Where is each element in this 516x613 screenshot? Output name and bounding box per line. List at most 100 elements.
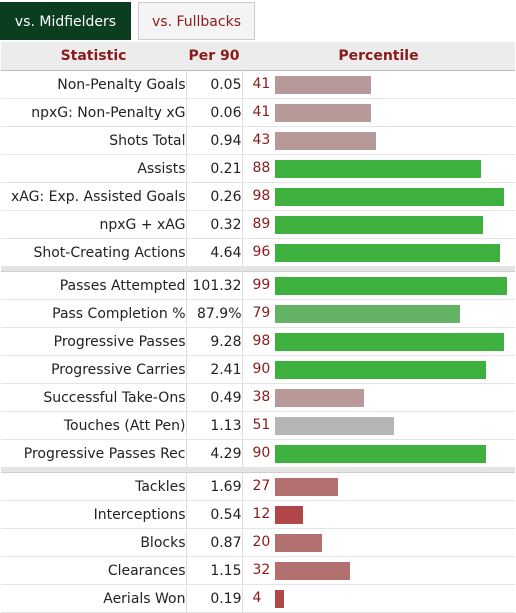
percentile-bar bbox=[274, 277, 507, 295]
table-row: Shot-Creating Actions 4.64 96 bbox=[1, 238, 515, 267]
per90-value: 0.19 bbox=[186, 584, 243, 613]
percentile-bar bbox=[274, 478, 338, 496]
stat-name: xAG: Exp. Assisted Goals bbox=[1, 182, 187, 211]
percentile-value: 79 bbox=[252, 305, 271, 321]
percentile-bar bbox=[274, 305, 460, 323]
percentile-bar bbox=[274, 76, 371, 94]
percentile-bar bbox=[274, 104, 371, 122]
percentile-cell: 20 bbox=[242, 528, 515, 557]
percentile-bar bbox=[274, 389, 364, 407]
per90-value: 0.54 bbox=[186, 500, 243, 529]
group-separator-cell bbox=[1, 467, 515, 473]
percentile-bar bbox=[274, 417, 394, 435]
stat-name: npxG + xAG bbox=[1, 210, 187, 239]
stat-name: Blocks bbox=[1, 528, 187, 557]
tab-vs-fullbacks[interactable]: vs. Fullbacks bbox=[138, 2, 255, 40]
tab-vs-midfielders[interactable]: vs. Midfielders bbox=[0, 2, 131, 40]
percentile-cell: 41 bbox=[242, 70, 515, 99]
percentile-bar bbox=[274, 445, 486, 463]
percentile-bar bbox=[274, 333, 504, 351]
stat-name: Successful Take-Ons bbox=[1, 383, 187, 412]
stat-name: Interceptions bbox=[1, 500, 187, 529]
percentile-cell: 12 bbox=[242, 500, 515, 529]
per90-value: 101.32 bbox=[186, 271, 243, 300]
percentile-value: 90 bbox=[252, 445, 271, 461]
table-row: Progressive Carries 2.41 90 bbox=[1, 355, 515, 384]
table-row: Aerials Won 0.19 4 bbox=[1, 584, 515, 613]
percentile-bar bbox=[274, 590, 284, 608]
table-row: npxG: Non-Penalty xG 0.06 41 bbox=[1, 98, 515, 127]
percentile-cell: 79 bbox=[242, 299, 515, 328]
percentile-value: 90 bbox=[252, 361, 271, 377]
table-row: Pass Completion % 87.9% 79 bbox=[1, 299, 515, 328]
per90-value: 4.29 bbox=[186, 439, 243, 468]
table-row: npxG + xAG 0.32 89 bbox=[1, 210, 515, 239]
stat-name: Tackles bbox=[1, 472, 187, 501]
per90-value: 0.94 bbox=[186, 126, 243, 155]
table-row: Progressive Passes 9.28 98 bbox=[1, 327, 515, 356]
stat-name: Non-Penalty Goals bbox=[1, 70, 187, 99]
per90-value: 87.9% bbox=[186, 299, 243, 328]
percentile-cell: 4 bbox=[242, 584, 515, 613]
table-row: xAG: Exp. Assisted Goals 0.26 98 bbox=[1, 182, 515, 211]
stat-name: Assists bbox=[1, 154, 187, 183]
table-body: Non-Penalty Goals 0.05 41 npxG: Non-Penalty… bbox=[1, 70, 515, 613]
tab-bar: vs. Midfielders vs. Fullbacks bbox=[0, 0, 516, 41]
group-separator bbox=[1, 467, 515, 473]
table-header: Statistic Per 90 Percentile bbox=[1, 42, 515, 71]
stat-name: Progressive Passes bbox=[1, 327, 187, 356]
per90-value: 1.15 bbox=[186, 556, 243, 585]
percentile-bar bbox=[274, 132, 376, 150]
table-row: Clearances 1.15 32 bbox=[1, 556, 515, 585]
percentile-cell: 89 bbox=[242, 210, 515, 239]
percentile-cell: 43 bbox=[242, 126, 515, 155]
per90-value: 0.87 bbox=[186, 528, 243, 557]
per90-value: 0.05 bbox=[186, 70, 243, 99]
per90-value: 1.69 bbox=[186, 472, 243, 501]
percentile-value: 12 bbox=[252, 506, 271, 522]
percentile-value: 41 bbox=[252, 76, 271, 92]
per90-value: 0.26 bbox=[186, 182, 243, 211]
table-row: Touches (Att Pen) 1.13 51 bbox=[1, 411, 515, 440]
column-header-percentile[interactable]: Percentile bbox=[242, 42, 515, 71]
table-row: Progressive Passes Rec 4.29 90 bbox=[1, 439, 515, 468]
percentile-cell: 27 bbox=[242, 472, 515, 501]
percentile-bar bbox=[274, 216, 483, 234]
stat-name: Progressive Carries bbox=[1, 355, 187, 384]
percentile-value: 98 bbox=[252, 333, 271, 349]
percentile-cell: 99 bbox=[242, 271, 515, 300]
per90-value: 1.13 bbox=[186, 411, 243, 440]
column-header-statistic[interactable]: Statistic bbox=[1, 42, 186, 71]
stat-name: Shots Total bbox=[1, 126, 187, 155]
percentile-cell: 38 bbox=[242, 383, 515, 412]
table-row: Assists 0.21 88 bbox=[1, 154, 515, 183]
table-row: Successful Take-Ons 0.49 38 bbox=[1, 383, 515, 412]
percentile-cell: 98 bbox=[242, 327, 515, 356]
percentile-value: 4 bbox=[252, 590, 262, 606]
table-row: Passes Attempted 101.32 99 bbox=[1, 271, 515, 300]
percentile-table: Statistic Per 90 Percentile Non-Penalty … bbox=[1, 42, 515, 613]
percentile-value: 38 bbox=[252, 389, 271, 405]
table-row: Shots Total 0.94 43 bbox=[1, 126, 515, 155]
percentile-bar bbox=[274, 188, 504, 206]
percentile-cell: 32 bbox=[242, 556, 515, 585]
per90-value: 0.06 bbox=[186, 98, 243, 127]
table-row: Blocks 0.87 20 bbox=[1, 528, 515, 557]
stat-name: Clearances bbox=[1, 556, 187, 585]
percentile-bar bbox=[274, 562, 350, 580]
stat-name: Shot-Creating Actions bbox=[1, 238, 187, 267]
percentile-bar bbox=[274, 534, 322, 552]
per90-value: 0.32 bbox=[186, 210, 243, 239]
column-header-per90[interactable]: Per 90 bbox=[186, 42, 242, 71]
stat-name: Touches (Att Pen) bbox=[1, 411, 187, 440]
percentile-value: 98 bbox=[252, 188, 271, 204]
percentile-value: 43 bbox=[252, 132, 271, 148]
percentile-cell: 41 bbox=[242, 98, 515, 127]
percentile-bar bbox=[274, 244, 500, 262]
stat-name: npxG: Non-Penalty xG bbox=[1, 98, 187, 127]
stat-name: Passes Attempted bbox=[1, 271, 187, 300]
stat-name: Pass Completion % bbox=[1, 299, 187, 328]
percentile-cell: 96 bbox=[242, 238, 515, 267]
percentile-value: 20 bbox=[252, 534, 271, 550]
percentile-cell: 88 bbox=[242, 154, 515, 183]
